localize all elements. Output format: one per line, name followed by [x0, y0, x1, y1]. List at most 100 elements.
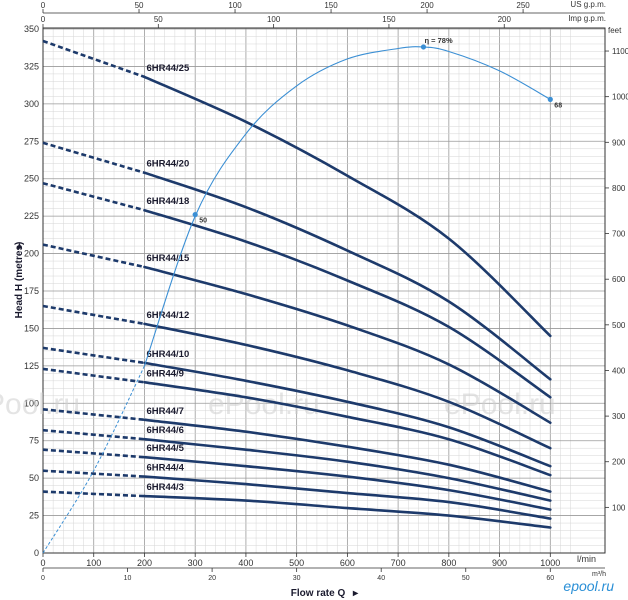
imp-unit-label: Imp g.p.m.: [568, 14, 606, 23]
feet-tick-label: 1000: [612, 93, 628, 102]
curve-dashed-segment: [42, 346, 145, 365]
x-tick-label: 500: [289, 558, 304, 568]
curve-label: 6HR44/6: [146, 425, 184, 436]
curve-dashed-segment: [42, 181, 145, 212]
feet-tick-label: 400: [612, 366, 626, 375]
x-tick-label: 1000: [540, 558, 560, 568]
feet-tick-label: 100: [612, 503, 626, 512]
pump-curve: [143, 494, 552, 529]
logo: epool.ru: [563, 578, 614, 594]
us-tick-label: 100: [228, 1, 242, 10]
feet-tick-label: 300: [612, 412, 626, 421]
y-tick-label: 75: [29, 436, 39, 446]
pump-curve: [143, 381, 552, 477]
x-unit-label: l/min: [577, 554, 596, 564]
x-tick-label: 100: [86, 558, 101, 568]
x-tick-label: 800: [441, 558, 456, 568]
us-tick-label: 200: [420, 1, 434, 10]
m3h-tick-label: 10: [124, 575, 132, 582]
pump-curve: [143, 265, 552, 424]
curve-dashed-segment: [42, 469, 145, 478]
efficiency-peak-label: η = 78%: [424, 36, 452, 45]
m3h-tick-label: 0: [41, 575, 45, 582]
curve-dashed-segment: [42, 428, 145, 441]
curve-dashed-segment: [42, 141, 145, 174]
axes: 0255075100125150175200225250275300325350…: [24, 1, 628, 582]
x-tick-label: 200: [137, 558, 152, 568]
watermark: Pool.ru: [0, 388, 80, 421]
curve-label: 6HR44/3: [146, 482, 184, 493]
y-axis-arrow: ▸: [14, 243, 25, 250]
feet-tick-label: 900: [612, 138, 626, 147]
m3h-tick-label: 40: [377, 575, 385, 582]
curve-dashed-segment: [42, 408, 145, 422]
pump-curve: [143, 418, 552, 493]
efficiency-marker: [547, 96, 553, 102]
curve-label: 6HR44/10: [146, 349, 189, 360]
y-tick-label: 25: [29, 511, 39, 521]
x-axis-label: Flow rate Q: [291, 588, 346, 599]
feet-tick-label: 500: [612, 321, 626, 330]
curve-label: 6HR44/25: [146, 63, 189, 74]
pump-curve: [143, 322, 552, 450]
m3h-tick-label: 30: [293, 575, 301, 582]
us-unit-label: US g.p.m.: [570, 0, 606, 9]
efficiency-curve: 50 68 η = 78%: [42, 36, 562, 554]
imp-tick-label: 50: [154, 15, 163, 24]
curve-label: 6HR44/18: [146, 196, 189, 207]
feet-tick-label: 200: [612, 458, 626, 467]
curves: 6HR44/25 6HR44/20 6HR44/18 6HR44/15 6HR44/12…: [42, 39, 552, 529]
curve-label: 6HR44/9: [146, 368, 184, 379]
y-axis-label: Head H (metres): [14, 242, 25, 319]
curve-dashed-segment: [42, 304, 145, 326]
y-tick-label: 125: [24, 361, 39, 371]
y-tick-label: 50: [29, 473, 39, 483]
m3h-tick-label: 50: [462, 575, 470, 582]
y-tick-label: 0: [34, 548, 39, 558]
curve-dashed-segment: [42, 448, 145, 459]
pump-curve: [143, 475, 552, 520]
m3h-tick-label: 20: [208, 575, 216, 582]
imp-tick-label: 0: [41, 15, 46, 24]
us-tick-label: 250: [516, 1, 530, 10]
pump-curve: [143, 208, 552, 399]
curve-dashed-segment: [42, 367, 145, 384]
curve-label: 6HR44/7: [146, 406, 184, 417]
x-axis-arrow: ▸: [352, 588, 359, 599]
pump-curve: [143, 437, 552, 502]
pump-curve: [143, 171, 552, 381]
pump-curve: [143, 455, 552, 511]
curve-label: 6HR44/20: [146, 159, 189, 170]
x-tick-label: 0: [40, 558, 45, 568]
labels: Head H (metres) ▸ Flow rate Q ▸ l/min m³…: [14, 0, 622, 599]
us-tick-label: 50: [135, 1, 144, 10]
curve-dashed-segment: [42, 243, 145, 269]
x-tick-label: 400: [238, 558, 253, 568]
us-tick-label: 150: [324, 1, 338, 10]
feet-unit-label: feet: [608, 26, 622, 35]
pump-curve: [143, 361, 552, 468]
x-tick-label: 600: [340, 558, 355, 568]
y-tick-label: 300: [24, 99, 39, 109]
feet-tick-label: 700: [612, 230, 626, 239]
imp-tick-label: 100: [267, 15, 281, 24]
curve-label: 6HR44/4: [146, 463, 184, 474]
curve-label: 6HR44/5: [146, 443, 184, 454]
feet-tick-label: 1100: [612, 47, 628, 56]
us-tick-label: 0: [41, 1, 46, 10]
feet-tick-label: 800: [612, 184, 626, 193]
x2-unit-label: m³/h: [592, 571, 606, 578]
efficiency-marker: [192, 212, 198, 218]
imp-tick-label: 200: [498, 15, 512, 24]
y-tick-label: 150: [24, 323, 39, 333]
curve-label: 6HR44/12: [146, 310, 189, 321]
x-tick-label: 700: [391, 558, 406, 568]
curve-dashed-segment: [42, 490, 145, 498]
y-tick-label: 275: [24, 136, 39, 146]
pump-curve: [143, 75, 552, 338]
efficiency-marker: [420, 44, 427, 50]
curve-label: 6HR44/15: [146, 253, 189, 264]
efficiency-marker-label: 68: [554, 102, 562, 109]
y-tick-label: 225: [24, 211, 39, 221]
